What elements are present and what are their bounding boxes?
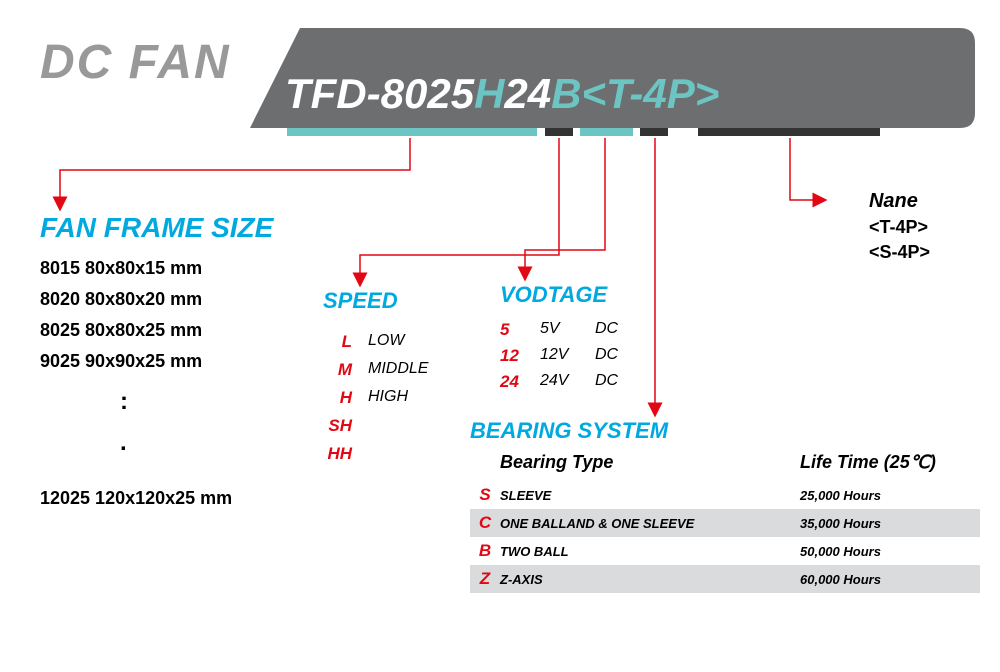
pn-bearing: B	[551, 70, 581, 117]
speed-code: L	[323, 332, 368, 352]
frame-item-0: 8015 80x80x15 mm	[40, 258, 273, 279]
speed-title: SPEED	[323, 288, 428, 314]
speed-row-4: HH	[323, 444, 428, 464]
frame-item-3: 9025 90x90x25 mm	[40, 351, 273, 372]
speed-section: SPEED LLOWMMIDDLEHHIGHSHHH	[323, 288, 428, 472]
bearing-life: 25,000 Hours	[800, 488, 970, 503]
pn-prefix: TFD-	[285, 70, 381, 117]
voltage-row-2: 2424VDC	[500, 372, 618, 392]
nane-item-0: <T-4P>	[869, 217, 930, 238]
voltage-val: 5V	[540, 320, 595, 340]
pn-frame: 8025	[381, 70, 474, 117]
bearing-life: 60,000 Hours	[800, 572, 970, 587]
voltage-code: 12	[500, 346, 540, 366]
nane-item-1: <S-4P>	[869, 242, 930, 263]
voltage-section: VODTAGE 55VDC1212VDC2424VDC	[500, 282, 618, 398]
bearing-code: C	[470, 513, 500, 533]
voltage-row-0: 55VDC	[500, 320, 618, 340]
pn-speed: H	[474, 70, 504, 117]
speed-code: SH	[323, 416, 368, 436]
speed-code: H	[323, 388, 368, 408]
nane-title: Nane	[869, 190, 930, 213]
voltage-dc: DC	[595, 320, 618, 340]
speed-code: HH	[323, 444, 368, 464]
bearing-row-1: CONE BALLAND & ONE SLEEVE35,000 Hours	[470, 509, 980, 537]
voltage-title: VODTAGE	[500, 282, 618, 308]
speed-row-3: SH	[323, 416, 428, 436]
frame-item-2: 8025 80x80x25 mm	[40, 320, 273, 341]
bearing-row-2: BTWO BALL50,000 Hours	[470, 537, 980, 565]
speed-row-2: HHIGH	[323, 388, 428, 408]
bearing-life: 50,000 Hours	[800, 544, 970, 559]
underline-0	[287, 128, 537, 136]
bearing-type: ONE BALLAND & ONE SLEEVE	[500, 516, 800, 531]
underline-1	[545, 128, 573, 136]
bearing-code: S	[470, 485, 500, 505]
bearing-type: TWO BALL	[500, 544, 800, 559]
voltage-row-1: 1212VDC	[500, 346, 618, 366]
bearing-code: Z	[470, 569, 500, 589]
bearing-life: 35,000 Hours	[800, 516, 970, 531]
voltage-dc: DC	[595, 346, 618, 366]
bearing-code: B	[470, 541, 500, 561]
bearing-type: Z-AXIS	[500, 572, 800, 587]
frame-size-title: FAN FRAME SIZE	[40, 212, 273, 244]
voltage-dc: DC	[595, 372, 618, 392]
speed-label: HIGH	[368, 388, 408, 408]
frame-size-section: FAN FRAME SIZE 8015 80x80x15 mm 8020 80x8…	[40, 212, 273, 519]
bearing-row-0: SSLEEVE25,000 Hours	[470, 481, 980, 509]
bearing-title: BEARING SYSTEM	[470, 418, 980, 444]
part-number: TFD-8025H24B<T-4P>	[285, 70, 719, 118]
bearing-header-type: Bearing Type	[470, 452, 800, 473]
voltage-code: 5	[500, 320, 540, 340]
pn-voltage: 24	[504, 70, 551, 117]
bearing-header-life: Life Time (25℃)	[800, 452, 980, 473]
dots: :	[120, 382, 273, 423]
speed-label: MIDDLE	[368, 360, 428, 380]
main-title: DC FAN	[40, 35, 231, 90]
voltage-code: 24	[500, 372, 540, 392]
underline-3	[640, 128, 668, 136]
speed-row-0: LLOW	[323, 332, 428, 352]
dots2: .	[120, 423, 273, 464]
voltage-val: 12V	[540, 346, 595, 366]
bearing-row-3: ZZ-AXIS60,000 Hours	[470, 565, 980, 593]
speed-code: M	[323, 360, 368, 380]
frame-item-1: 8020 80x80x20 mm	[40, 289, 273, 310]
nane-section: Nane <T-4P> <S-4P>	[869, 190, 930, 263]
speed-label: LOW	[368, 332, 404, 352]
frame-last: 12025 120x120x25 mm	[40, 488, 273, 509]
pn-suffix: <T-4P>	[581, 70, 719, 117]
speed-row-1: MMIDDLE	[323, 360, 428, 380]
underline-2	[580, 128, 633, 136]
voltage-val: 24V	[540, 372, 595, 392]
underline-4	[698, 128, 880, 136]
bearing-type: SLEEVE	[500, 488, 800, 503]
bearing-section: BEARING SYSTEM Bearing Type Life Time (2…	[470, 418, 980, 593]
